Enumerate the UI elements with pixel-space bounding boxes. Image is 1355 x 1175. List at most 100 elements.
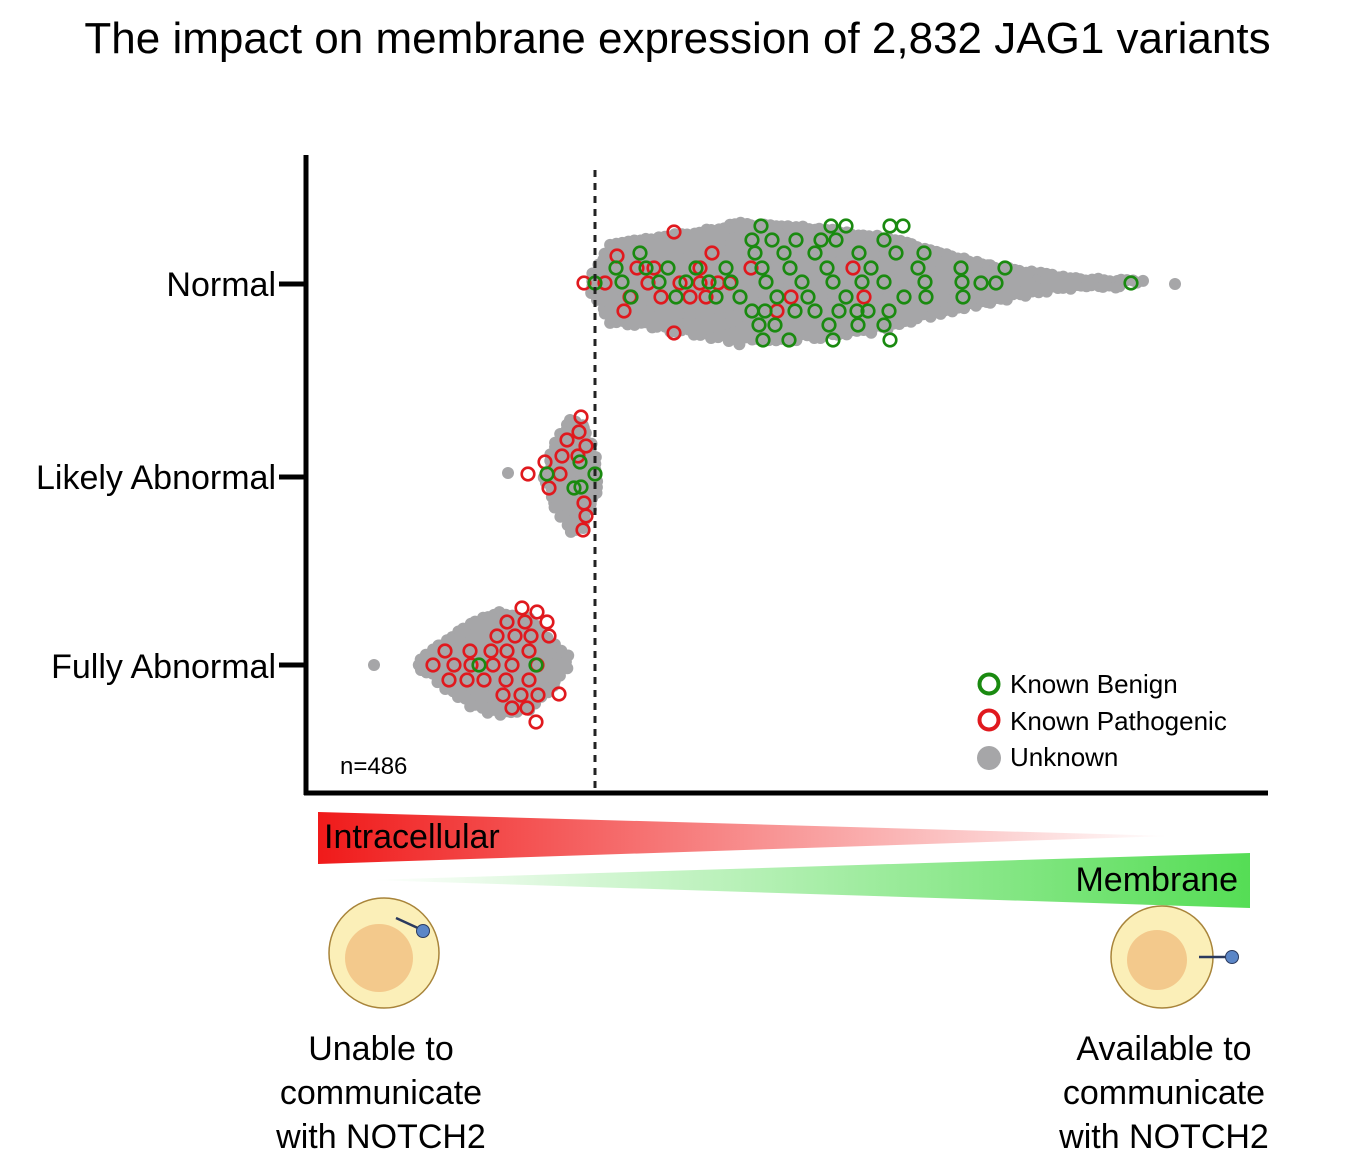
legend-benign-marker	[977, 672, 1001, 696]
pathogenic-point	[672, 275, 688, 291]
y-label-fully-abnormal: Fully Abnormal	[51, 648, 276, 686]
pathogenic-point	[629, 260, 645, 276]
intracellular-gradient	[318, 812, 1170, 864]
legend-pathogenic-label: Known Pathogenic	[1010, 706, 1227, 736]
pathogenic-point	[529, 604, 545, 620]
benign-point	[471, 657, 487, 673]
benign-point	[1123, 275, 1139, 291]
benign-point	[825, 274, 841, 290]
benign-point	[708, 289, 724, 305]
benign-point	[854, 274, 870, 290]
pathogenic-point	[499, 643, 515, 659]
pathogenic-point	[483, 643, 499, 659]
benign-point	[787, 303, 803, 319]
pathogenic-point	[519, 700, 535, 716]
chart-title: The impact on membrane expression of 2,8…	[84, 14, 1271, 63]
benign-point	[776, 245, 792, 261]
pathogenic-point	[499, 614, 515, 630]
benign-point	[918, 289, 934, 305]
pathogenic-point	[698, 289, 714, 305]
pathogenic-point	[462, 643, 478, 659]
benign-point	[849, 303, 865, 319]
benign-point	[831, 303, 847, 319]
benign-point	[838, 289, 854, 305]
benign-point	[819, 260, 835, 276]
benign-point	[651, 274, 667, 290]
pathogenic-point	[666, 325, 682, 341]
pathogenic-point	[521, 643, 537, 659]
benign-point	[757, 303, 773, 319]
benign-point	[747, 245, 763, 261]
benign-point	[660, 260, 676, 276]
pathogenic-point	[513, 687, 529, 703]
unknown-point	[502, 467, 514, 479]
benign-point	[807, 245, 823, 261]
benign-point	[876, 317, 892, 333]
benign-point	[882, 332, 898, 348]
pathogenic-point	[523, 628, 539, 644]
pathogenic-point	[476, 672, 492, 688]
benign-point	[528, 657, 544, 673]
unknown-point	[553, 669, 566, 682]
pathogenic-point	[437, 643, 453, 659]
membrane-label: Membrane	[1075, 861, 1238, 899]
benign-point	[767, 317, 783, 333]
pathogenic-point	[425, 657, 441, 673]
benign-point	[614, 274, 630, 290]
pathogenic-point	[640, 275, 656, 291]
benign-point	[850, 317, 866, 333]
pathogenic-point	[646, 260, 662, 276]
benign-point	[825, 332, 841, 348]
pathogenic-point	[575, 522, 591, 538]
pathogenic-point	[495, 687, 511, 703]
benign-point	[539, 466, 555, 482]
pathogenic-point	[507, 628, 523, 644]
benign-point	[876, 274, 892, 290]
pathogenic-point	[446, 657, 462, 673]
pathogenic-point	[551, 686, 567, 702]
pathogenic-point	[682, 289, 698, 305]
pathogenic-point	[692, 275, 708, 291]
benign-point	[888, 245, 904, 261]
benign-point	[781, 332, 797, 348]
pathogenic-point	[573, 409, 589, 425]
benign-point	[701, 274, 717, 290]
benign-point	[755, 332, 771, 348]
benign-point	[881, 303, 897, 319]
y-label-normal: Normal	[166, 266, 276, 304]
benign-point	[955, 289, 971, 305]
benign-point	[838, 218, 854, 234]
benign-point	[800, 289, 816, 305]
benign-point	[732, 289, 748, 305]
pathogenic-point	[704, 245, 720, 261]
benign-point	[587, 466, 603, 482]
benign-point	[813, 232, 829, 248]
pathogenic-point	[441, 672, 457, 688]
pathogenic-point	[554, 448, 570, 464]
benign-point	[823, 218, 839, 234]
intracellular-cell-icon	[328, 897, 440, 1009]
legend-benign-label: Known Benign	[1010, 669, 1178, 699]
pathogenic-point	[856, 289, 872, 305]
unknown-point	[368, 659, 380, 671]
unknown-point	[1137, 274, 1149, 287]
benign-point	[758, 274, 774, 290]
pathogenic-point	[489, 628, 505, 644]
benign-point	[828, 232, 844, 248]
pathogenic-point	[743, 260, 759, 276]
pathogenic-point	[528, 714, 544, 730]
benign-point	[718, 260, 734, 276]
pathogenic-point	[498, 672, 514, 688]
legend-pathogenic-marker	[977, 708, 1001, 732]
pathogenic-point	[845, 260, 861, 276]
membrane-cell-icon	[1110, 905, 1239, 1009]
pathogenic-point	[653, 289, 669, 305]
pathogenic-point	[504, 700, 520, 716]
pathogenic-point	[517, 614, 533, 630]
benign-point	[821, 317, 837, 333]
benign-point	[753, 218, 769, 234]
benign-point	[988, 275, 1004, 291]
pathogenic-point	[530, 687, 546, 703]
unknown-point	[1169, 278, 1181, 290]
